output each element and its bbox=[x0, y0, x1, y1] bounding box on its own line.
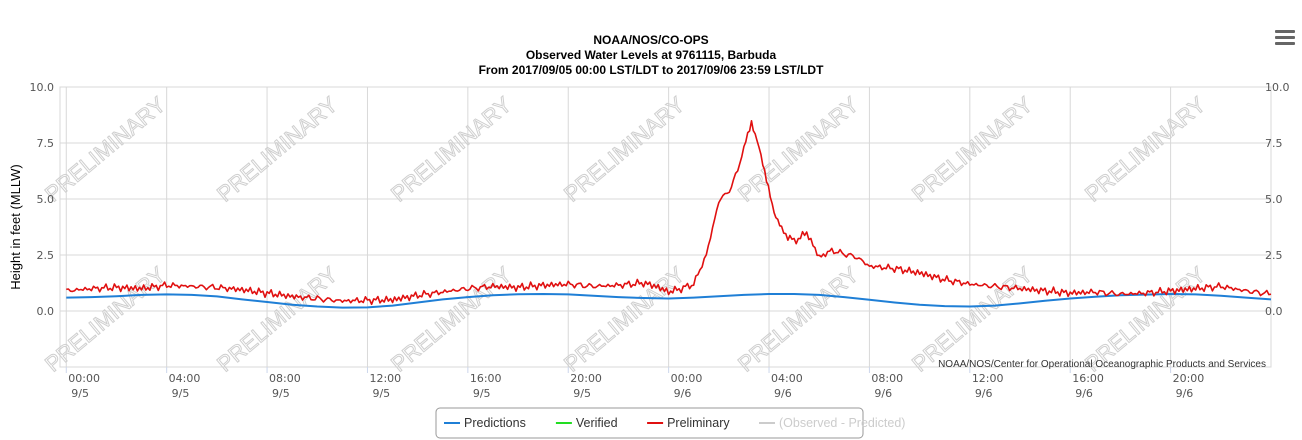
x-tick-date: 9/6 bbox=[774, 387, 792, 400]
y-axis-left-ticks: 10.0 7.5 5.0 2.5 0.0 bbox=[30, 81, 55, 318]
watermark-text: PRELIMINARY bbox=[386, 92, 516, 207]
x-tick-date: 9/5 bbox=[172, 387, 190, 400]
y-axis-label: Height in feet (MLLW) bbox=[8, 164, 23, 289]
watermark-text: PRELIMINARY bbox=[1080, 92, 1210, 207]
x-tick-time: 16:00 bbox=[470, 372, 502, 385]
y-tick-label-right: 7.5 bbox=[1265, 137, 1283, 150]
x-tick-date: 9/5 bbox=[473, 387, 491, 400]
x-tick-date: 9/5 bbox=[372, 387, 390, 400]
menu-bar bbox=[1275, 30, 1295, 33]
watermark-text: PRELIMINARY bbox=[907, 92, 1037, 207]
legend-item-label: Verified bbox=[576, 416, 618, 430]
y-tick-label-right: 2.5 bbox=[1265, 249, 1283, 262]
y-tick-label-left: 10.0 bbox=[30, 81, 55, 94]
x-tick-time: 16:00 bbox=[1072, 372, 1104, 385]
credit-text: NOAA/NOS/Center for Operational Oceanogr… bbox=[938, 359, 1266, 370]
chart-title: NOAA/NOS/CO-OPS Observed Water Levels at… bbox=[479, 33, 824, 77]
x-tick-date: 9/6 bbox=[975, 387, 993, 400]
x-tick-time: 04:00 bbox=[771, 372, 803, 385]
grid bbox=[59, 86, 1272, 368]
menu-bar bbox=[1275, 36, 1295, 39]
x-tick-date: 9/6 bbox=[874, 387, 892, 400]
y-tick-label-left: 0.0 bbox=[37, 305, 55, 318]
series-line-predictions bbox=[66, 293, 1272, 309]
series-line-preliminary bbox=[66, 120, 1272, 306]
title-line-1: NOAA/NOS/CO-OPS bbox=[593, 33, 708, 47]
y-tick-label-right: 10.0 bbox=[1265, 81, 1290, 94]
x-tick-date: 9/6 bbox=[674, 387, 692, 400]
x-tick-date: 9/5 bbox=[272, 387, 290, 400]
x-tick-time: 20:00 bbox=[570, 372, 602, 385]
legend-item-label: Predictions bbox=[464, 416, 526, 430]
x-tick-time: 12:00 bbox=[369, 372, 401, 385]
legend-item-label: (Observed - Predicted) bbox=[779, 416, 905, 430]
watermark-text: PRELIMINARY bbox=[386, 262, 516, 377]
x-tick-time: 08:00 bbox=[871, 372, 903, 385]
x-tick-time: 08:00 bbox=[269, 372, 301, 385]
x-tick-date: 9/6 bbox=[1176, 387, 1194, 400]
legend: Predictions Verified Preliminary (Observed … bbox=[435, 407, 905, 439]
y-axis-right-ticks: 10.0 7.5 5.0 2.5 0.0 bbox=[1265, 81, 1290, 318]
menu-bar bbox=[1275, 42, 1295, 45]
x-tick-time: 20:00 bbox=[1173, 372, 1205, 385]
y-tick-label-right: 5.0 bbox=[1265, 193, 1283, 206]
x-tick-time: 12:00 bbox=[972, 372, 1004, 385]
x-tick-date: 9/5 bbox=[573, 387, 591, 400]
legend-item-label: Preliminary bbox=[667, 416, 730, 430]
watermark-text: PRELIMINARY bbox=[212, 92, 342, 207]
watermarks: PRELIMINARY PRELIMINARY PRELIMINARY PRELIMI… bbox=[40, 91, 1211, 377]
x-axis-ticks: 00:00 9/5 04:00 9/5 08:00 9/5 12:00 9/5 16:00 9/5… bbox=[65, 367, 1205, 400]
y-tick-label-left: 5.0 bbox=[37, 193, 55, 206]
y-tick-label-left: 2.5 bbox=[37, 249, 55, 262]
title-line-2: Observed Water Levels at 9761115, Barbud… bbox=[526, 48, 777, 62]
y-tick-label-left: 7.5 bbox=[37, 137, 55, 150]
x-tick-time: 00:00 bbox=[68, 372, 100, 385]
x-tick-date: 9/5 bbox=[71, 387, 89, 400]
x-tick-date: 9/6 bbox=[1075, 387, 1093, 400]
y-tick-label-right: 0.0 bbox=[1265, 305, 1283, 318]
title-line-3: From 2017/09/05 00:00 LST/LDT to 2017/09… bbox=[479, 63, 824, 77]
watermark-text: PRELIMINARY bbox=[212, 262, 342, 377]
x-tick-time: 00:00 bbox=[671, 372, 703, 385]
x-tick-time: 04:00 bbox=[169, 372, 201, 385]
watermark-text: PRELIMINARY bbox=[733, 262, 863, 377]
watermark-text: PRELIMINARY bbox=[559, 262, 689, 377]
watermark-text: PRELIMINARY bbox=[559, 92, 689, 207]
series-lines bbox=[66, 120, 1272, 309]
watermark-text: PRELIMINARY bbox=[733, 92, 863, 207]
hamburger-menu-icon[interactable] bbox=[1275, 30, 1295, 48]
